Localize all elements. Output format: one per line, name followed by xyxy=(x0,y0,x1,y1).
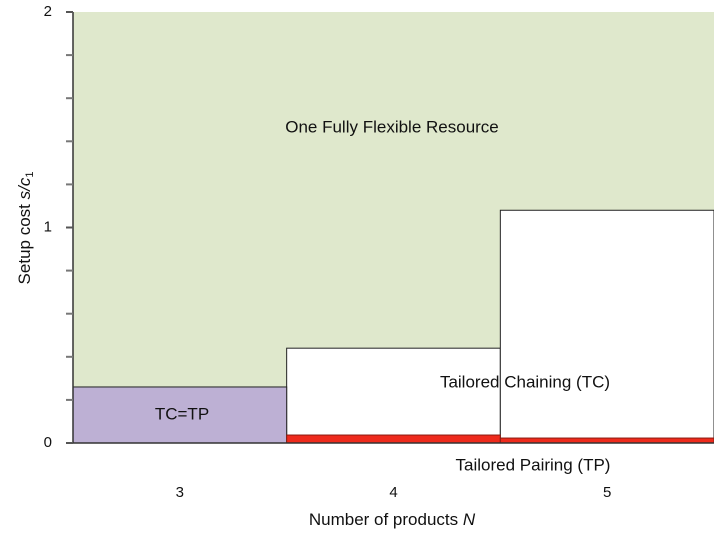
y-tick-label: 0 xyxy=(44,434,52,451)
region-label: Tailored Pairing (TP) xyxy=(456,455,611,474)
y-tick-label: 1 xyxy=(44,218,52,235)
region-label: Tailored Chaining (TC) xyxy=(440,372,610,391)
region-label: TC=TP xyxy=(155,404,209,423)
x-tick-label: 5 xyxy=(603,484,611,501)
y-axis-label: Setup cost s/c1 xyxy=(15,172,35,285)
region xyxy=(286,347,501,444)
region-label: One Fully Flexible Resource xyxy=(285,117,499,136)
region xyxy=(72,386,288,444)
x-tick-label: 3 xyxy=(176,484,184,501)
x-tick-label: 4 xyxy=(389,484,397,501)
region xyxy=(499,209,714,444)
x-axis-label: Number of products N xyxy=(309,510,476,529)
region xyxy=(286,434,501,444)
y-tick-label: 2 xyxy=(44,3,52,20)
